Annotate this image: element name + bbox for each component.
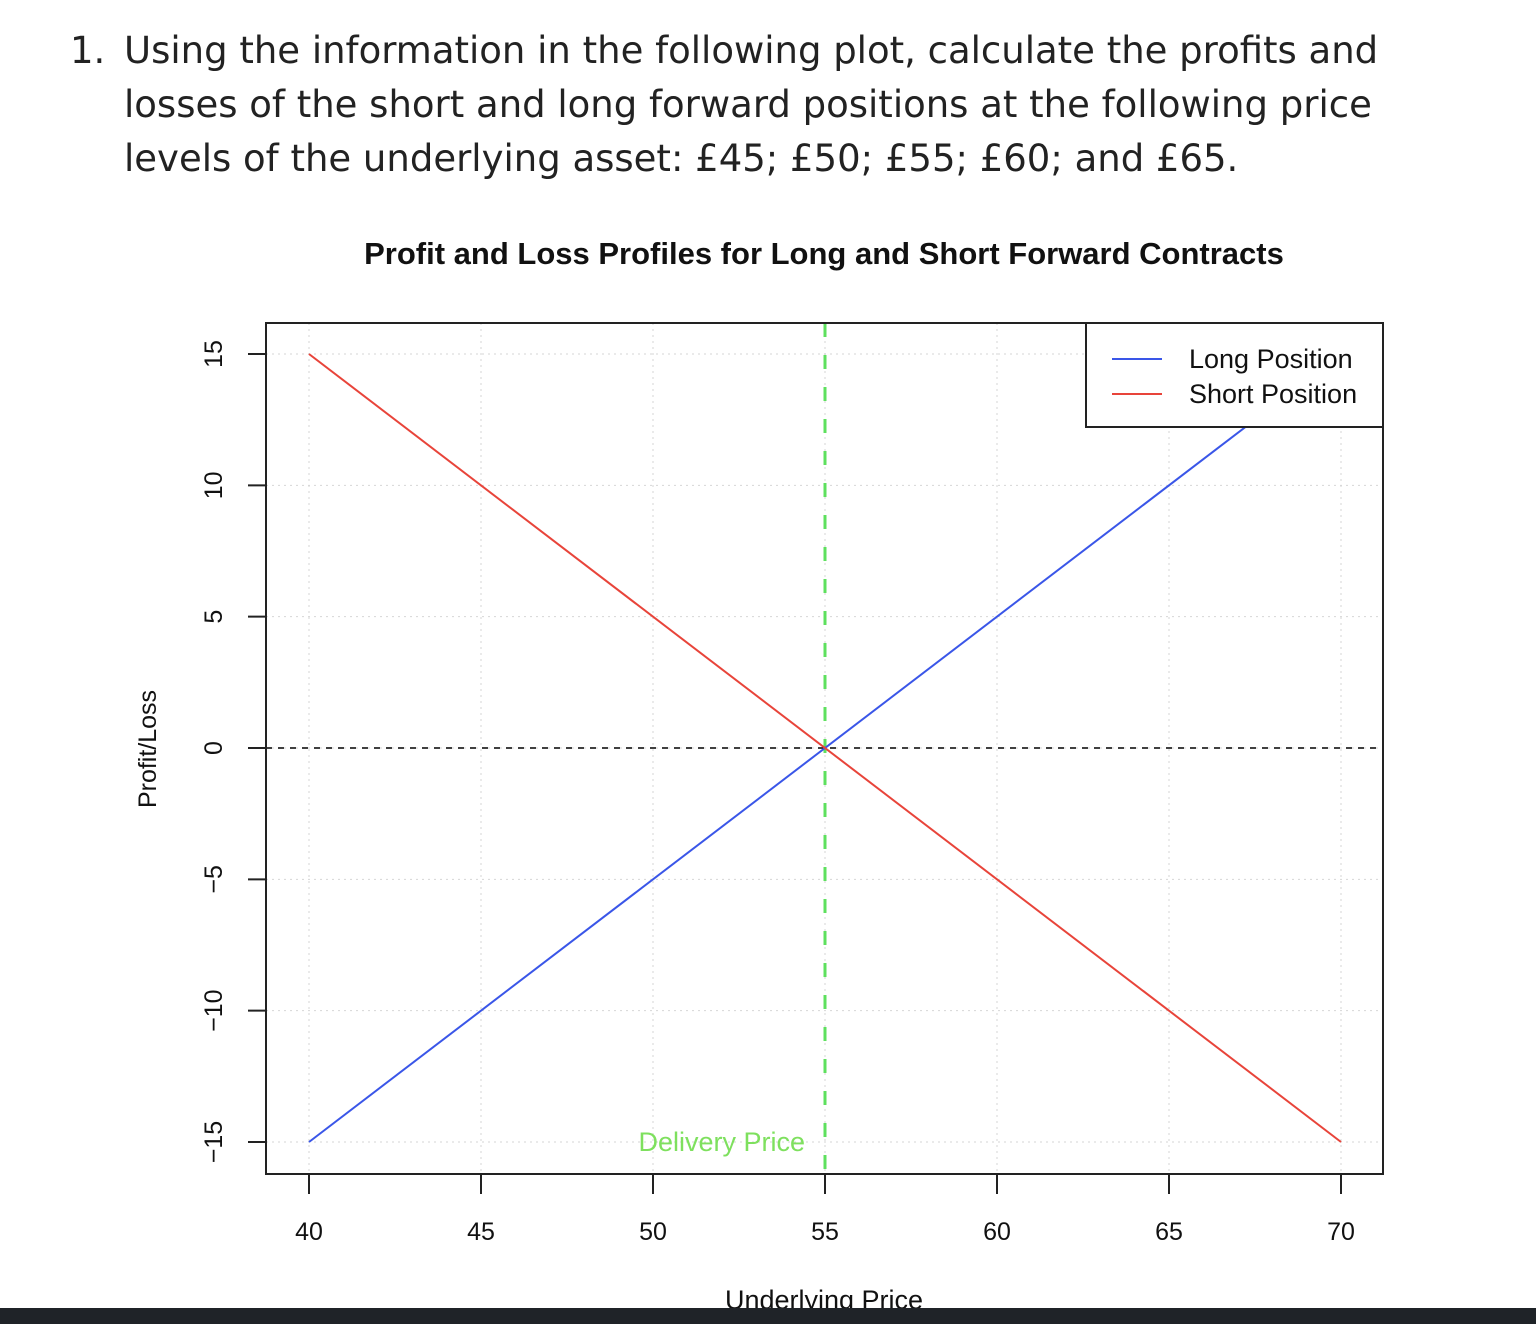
question-number: 1. bbox=[70, 29, 106, 72]
x-tick-label: 60 bbox=[983, 1218, 1011, 1246]
x-tick-label: 50 bbox=[639, 1218, 667, 1246]
axes: 40 45 50 55 60 65 70 −15 −10 −5 0 5 10 15 bbox=[200, 340, 1355, 1246]
y-axis-label: Profit/Loss bbox=[134, 690, 162, 808]
y-tick-label: −5 bbox=[200, 865, 228, 894]
x-tick-label: 40 bbox=[295, 1218, 323, 1246]
x-tick-label: 55 bbox=[811, 1218, 839, 1246]
legend: Long Position Short Position bbox=[1085, 322, 1384, 428]
y-tick-label: −10 bbox=[200, 989, 228, 1031]
legend-label: Long Position bbox=[1189, 344, 1353, 374]
series-lines bbox=[308, 353, 1342, 1143]
delivery-price-label: Delivery Price bbox=[638, 1127, 805, 1157]
x-tick-label: 70 bbox=[1327, 1218, 1355, 1246]
y-tick-label: 5 bbox=[200, 610, 228, 624]
y-tick-label: 15 bbox=[200, 340, 228, 368]
short-position-line bbox=[308, 353, 1342, 1143]
bottom-bar bbox=[0, 1308, 1536, 1324]
legend-box bbox=[1085, 322, 1384, 428]
x-tick-label: 65 bbox=[1155, 1218, 1183, 1246]
y-tick-label: −15 bbox=[200, 1121, 228, 1163]
legend-label: Short Position bbox=[1189, 379, 1357, 409]
y-tick-label: 0 bbox=[200, 741, 228, 755]
x-tick-label: 45 bbox=[467, 1218, 495, 1246]
y-tick-label: 10 bbox=[200, 471, 228, 499]
question-text: Using the information in the following p… bbox=[124, 29, 1379, 180]
chart-title: Profit and Loss Profiles for Long and Sh… bbox=[364, 236, 1284, 271]
annotations: Delivery Price bbox=[638, 1127, 805, 1157]
